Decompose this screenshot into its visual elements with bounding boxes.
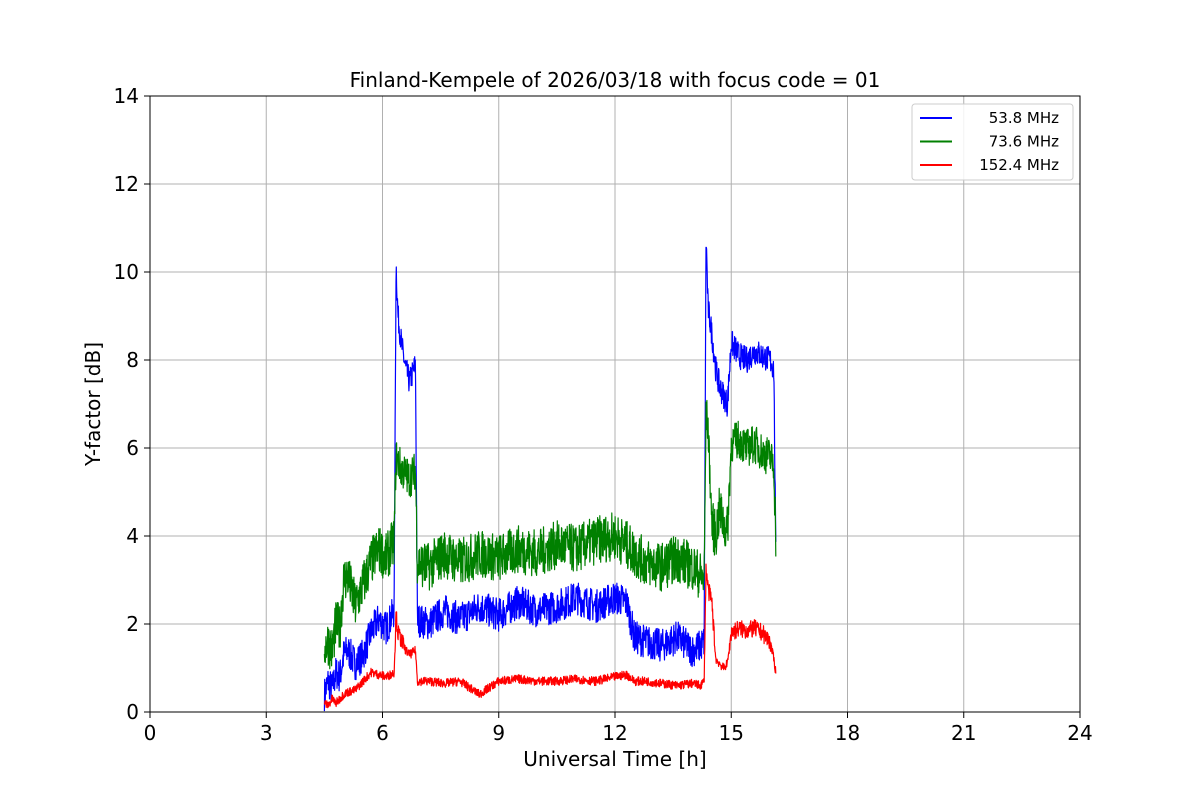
y-tick-label: 0 bbox=[126, 700, 139, 724]
x-tick-label: 12 bbox=[602, 721, 627, 745]
y-tick-label: 10 bbox=[114, 260, 139, 284]
x-tick-label: 24 bbox=[1067, 721, 1092, 745]
series-line bbox=[323, 563, 777, 709]
x-tick-label: 6 bbox=[376, 721, 389, 745]
x-tick-label: 15 bbox=[719, 721, 744, 745]
y-tick-label: 4 bbox=[126, 524, 139, 548]
x-tick-label: 0 bbox=[144, 721, 157, 745]
legend-label: 73.6 MHz bbox=[989, 133, 1059, 151]
chart-title: Finland-Kempele of 2026/03/18 with focus… bbox=[350, 68, 881, 92]
y-tick-label: 2 bbox=[126, 612, 139, 636]
x-tick-label: 3 bbox=[260, 721, 273, 745]
legend: 53.8 MHz 73.6 MHz 152.4 MHz bbox=[911, 103, 1074, 181]
y-tick-label: 6 bbox=[126, 436, 139, 460]
series-layer bbox=[323, 246, 777, 712]
legend-label: 152.4 MHz bbox=[979, 156, 1059, 174]
x-tick-label: 9 bbox=[492, 721, 505, 745]
x-tick-label: 21 bbox=[951, 721, 976, 745]
legend-label: 53.8 MHz bbox=[989, 109, 1059, 127]
y-tick-label: 8 bbox=[126, 348, 139, 372]
y-tick-label: 12 bbox=[114, 172, 139, 196]
legend-box bbox=[911, 103, 1074, 181]
x-tick-label: 18 bbox=[835, 721, 860, 745]
series-line bbox=[323, 246, 777, 712]
x-axis-label: Universal Time [h] bbox=[523, 747, 706, 771]
series-line bbox=[323, 399, 777, 670]
y-axis-label: Y-factor [dB] bbox=[81, 342, 105, 467]
y-tick-label: 14 bbox=[114, 84, 139, 108]
